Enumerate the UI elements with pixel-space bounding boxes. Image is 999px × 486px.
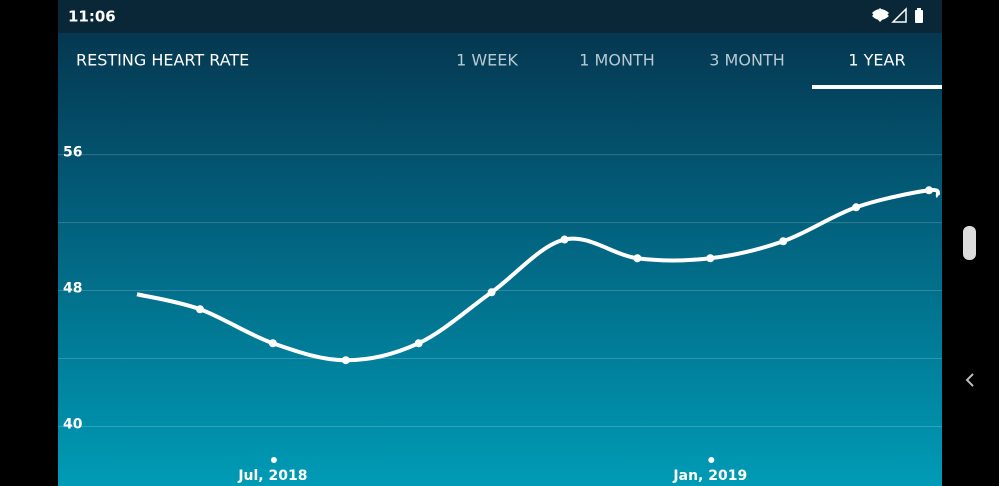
data-point — [268, 339, 277, 348]
tab-indicator — [812, 85, 942, 89]
data-point — [633, 254, 642, 263]
back-button[interactable] — [965, 373, 974, 387]
wifi-icon — [872, 7, 889, 22]
tab[interactable]: 1 YEAR — [848, 51, 905, 70]
x-tick-dot — [708, 457, 715, 463]
data-point — [341, 356, 350, 365]
y-tick-label: 40 — [63, 417, 83, 433]
status-bar — [58, 0, 942, 33]
signal-icon — [891, 7, 907, 23]
x-tick-label: Jul, 2018 — [237, 468, 307, 484]
data-point — [779, 237, 788, 246]
tab[interactable]: 1 MONTH — [579, 51, 654, 70]
data-point — [414, 339, 423, 348]
status-time: 11:06 — [68, 8, 116, 26]
x-tick-label: Jan, 2019 — [672, 468, 747, 484]
x-tick-dot — [270, 457, 277, 463]
data-point — [196, 305, 204, 314]
data-point — [487, 288, 496, 297]
data-point — [706, 254, 715, 263]
data-point — [560, 235, 569, 244]
tab[interactable]: 1 WEEK — [456, 51, 518, 70]
y-tick-label: 56 — [63, 145, 82, 161]
battery-icon — [915, 10, 923, 23]
data-point — [925, 186, 933, 195]
data-point — [852, 203, 861, 212]
y-tick-label: 48 — [63, 281, 82, 297]
scroll-handle[interactable] — [963, 226, 976, 260]
page-title: RESTING HEART RATE — [76, 51, 249, 70]
tab[interactable]: 3 MONTH — [709, 51, 784, 70]
battery-tip — [917, 8, 921, 11]
app-background — [58, 0, 942, 486]
